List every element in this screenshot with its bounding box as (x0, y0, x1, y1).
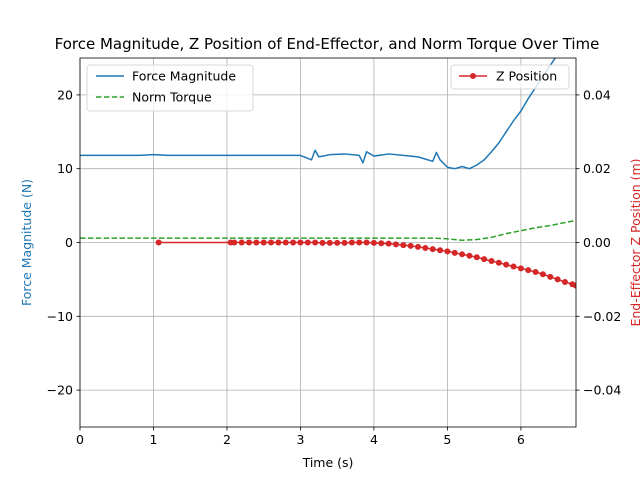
z-position-point (539, 271, 546, 278)
z-position-point (282, 239, 289, 246)
x-tick-label: 0 (76, 432, 84, 447)
z-position-point (155, 239, 162, 246)
z-position-point (326, 239, 333, 246)
y-tick-label-right: 0.02 (583, 161, 611, 176)
z-position-point (422, 245, 429, 252)
legend-label-torque: Norm Torque (132, 90, 212, 105)
z-position-point (341, 239, 348, 246)
z-position-point (356, 239, 363, 246)
z-position-point (415, 243, 422, 250)
z-position-point (510, 263, 517, 270)
z-position-point (312, 239, 319, 246)
y-tick-label-right: −0.02 (583, 309, 621, 324)
z-position-point (481, 256, 488, 263)
z-position-point (268, 239, 275, 246)
z-position-point (370, 239, 377, 246)
y-tick-label-left: 20 (57, 87, 73, 102)
z-position-point (385, 240, 392, 247)
x-axis-label: Time (s) (302, 455, 354, 470)
z-position-point (473, 254, 480, 261)
z-position-point (444, 248, 451, 255)
x-tick-label: 6 (517, 432, 525, 447)
legend-marker-z (470, 73, 476, 79)
z-position-point (400, 242, 407, 249)
z-position-point (378, 240, 385, 247)
z-position-point (459, 251, 466, 258)
z-position-point (246, 239, 253, 246)
z-position-point (561, 278, 568, 285)
z-position-point (451, 249, 458, 256)
z-position-point (525, 267, 532, 274)
y-tick-label-right: −0.04 (583, 383, 621, 398)
z-position-point (304, 239, 311, 246)
legend-right-box (450, 64, 570, 90)
y-tick-label-right: 0.00 (583, 235, 611, 250)
chart-title: Force Magnitude, Z Position of End-Effec… (55, 35, 600, 53)
y-tick-label-left: 10 (57, 161, 73, 176)
y-tick-label-left: 0 (65, 235, 73, 250)
z-position-point (260, 239, 267, 246)
legend-right: Z Position (450, 64, 570, 90)
z-position-point (392, 241, 399, 248)
z-position-point (437, 247, 444, 254)
z-position-point (348, 239, 355, 246)
z-position-point (290, 239, 297, 246)
y-tick-label-left: −10 (47, 309, 73, 324)
z-position-point (231, 239, 238, 246)
ticks: 0 1 2 3 4 5 6 −20 −10 0 10 20 −0.04 −0.02 0.00 0.02 0.04 (47, 87, 622, 447)
x-tick-label: 1 (150, 432, 158, 447)
z-position-point (238, 239, 245, 246)
legend-label-force: Force Magnitude (132, 69, 236, 84)
z-position-point (547, 273, 554, 280)
y-axis-label-left: Force Magnitude (N) (19, 179, 34, 306)
series-line-norm-torque (80, 219, 576, 242)
y-axis-label-right: End-Effector Z Position (m) (628, 158, 640, 326)
x-tick-label: 3 (296, 432, 304, 447)
z-position-point (554, 276, 561, 283)
legend-label-z: Z Position (496, 69, 557, 84)
y-tick-label-right: 0.04 (583, 87, 611, 102)
z-position-point (466, 252, 473, 259)
x-tick-label: 2 (223, 432, 231, 447)
z-position-point (573, 282, 576, 289)
z-position-point (253, 239, 260, 246)
z-position-point (297, 239, 304, 246)
plot-area (80, 58, 576, 289)
z-position-point (407, 242, 414, 249)
z-position-point (517, 265, 524, 272)
legend-left: Force Magnitude Norm Torque (86, 64, 254, 112)
x-tick-label: 4 (370, 432, 378, 447)
series-line-force-magnitude (80, 58, 557, 170)
z-position-point (429, 246, 436, 253)
y-tick-label-left: −20 (47, 383, 73, 398)
legend-left-box (86, 64, 254, 112)
x-tick-label: 5 (443, 432, 451, 447)
z-position-point (363, 239, 370, 246)
z-position-point (334, 239, 341, 246)
z-position-point (503, 261, 510, 268)
z-position-point (275, 239, 282, 246)
z-position-point (495, 259, 502, 266)
z-position-point (532, 269, 539, 276)
z-position-point (319, 239, 326, 246)
z-position-point (488, 257, 495, 264)
